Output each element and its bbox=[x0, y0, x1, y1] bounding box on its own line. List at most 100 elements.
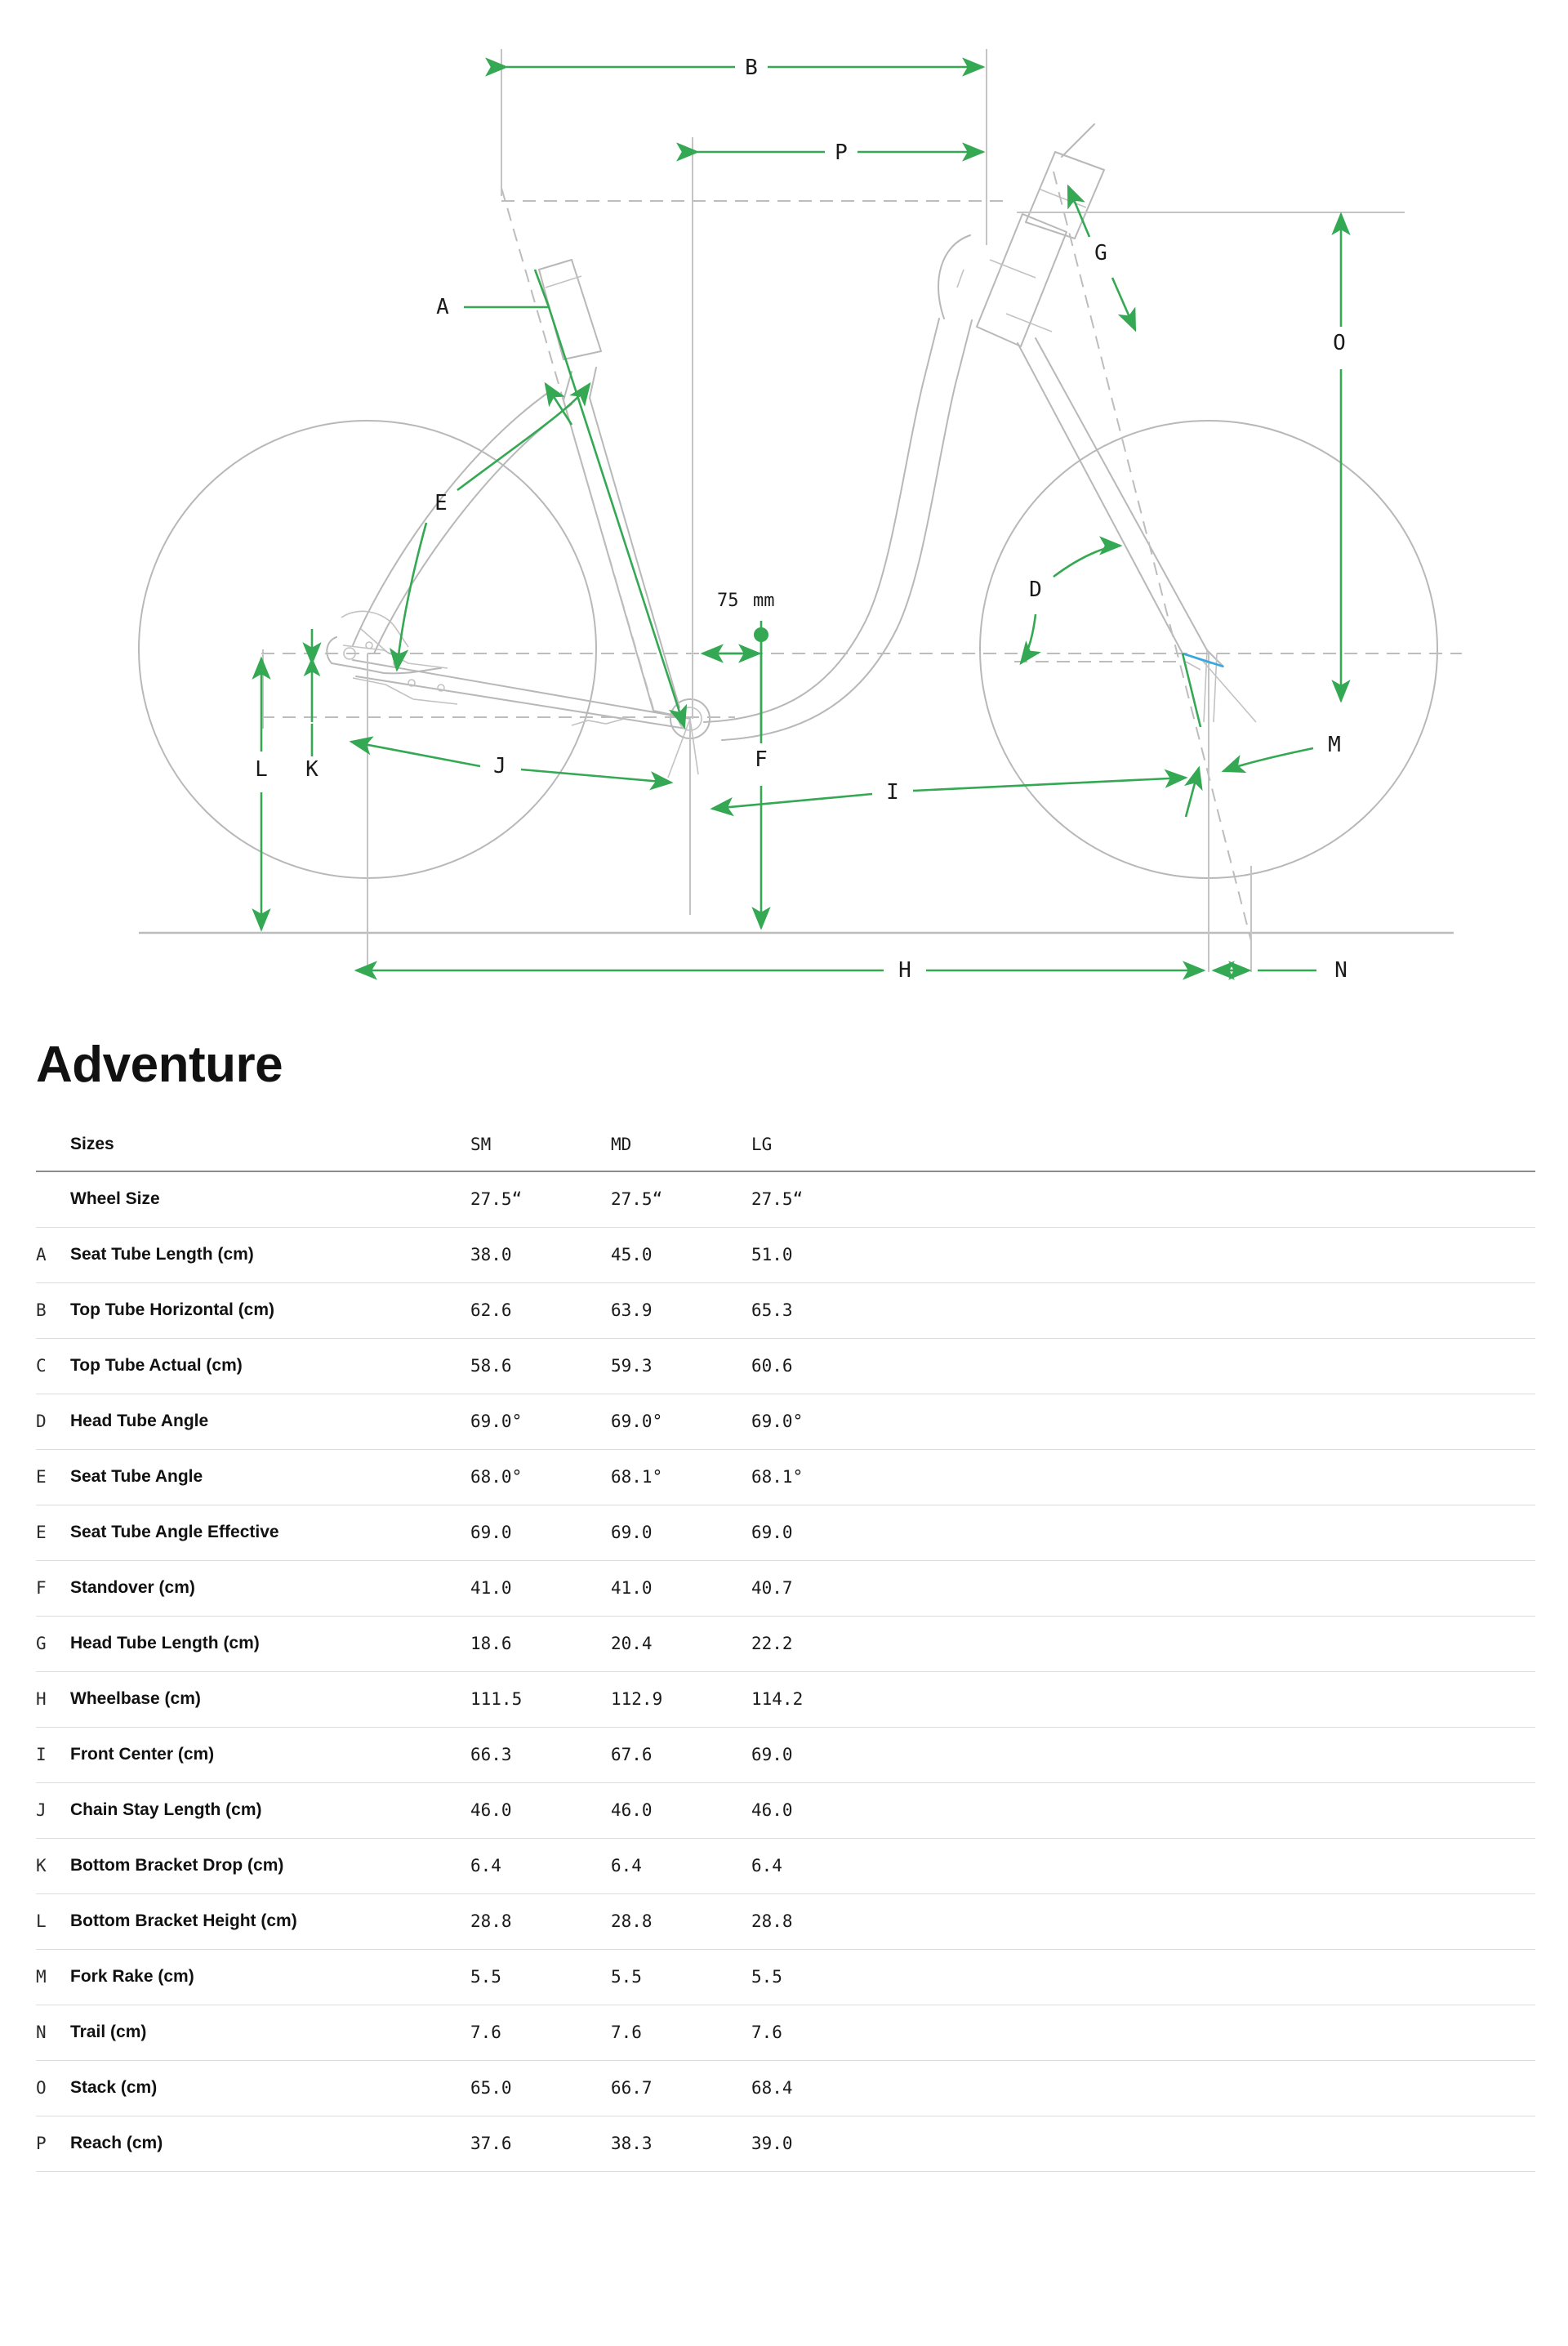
row-pad bbox=[892, 1282, 1535, 1338]
row-value-sm: 41.0 bbox=[470, 1578, 512, 1598]
geometry-spec-table: Sizes SM MD LG Wheel Size 27.5“ 27.5“ 27.5“… bbox=[36, 1126, 1535, 2172]
row-pad bbox=[892, 1338, 1535, 1394]
dimension-annotations: B P A E G O bbox=[252, 56, 1351, 983]
row-value-sm: 69.0 bbox=[470, 1523, 512, 1542]
row-letter: O bbox=[36, 2078, 47, 2098]
row-value-md: 41.0 bbox=[611, 1578, 653, 1598]
row-value-sm: 7.6 bbox=[470, 2023, 501, 2042]
callout-label-h: H bbox=[898, 958, 911, 983]
row-measure-name: Wheelbase (cm) bbox=[70, 1689, 201, 1708]
row-letter: C bbox=[36, 1356, 47, 1376]
row-letter: I bbox=[36, 1745, 47, 1764]
callout-label-a: A bbox=[436, 295, 449, 319]
callout-label-k: K bbox=[305, 757, 318, 782]
table-row: K Bottom Bracket Drop (cm) 6.4 6.4 6.4 bbox=[36, 1838, 1535, 1893]
row-value-sm: 27.5“ bbox=[470, 1189, 523, 1210]
row-measure-name: Front Center (cm) bbox=[70, 1745, 215, 1764]
row-value-md: 68.1° bbox=[611, 1467, 663, 1487]
dim-leader-j-left bbox=[349, 736, 481, 768]
row-measure-name: Reach (cm) bbox=[70, 2134, 163, 2152]
row-value-lg: 60.6 bbox=[751, 1356, 793, 1376]
header-letter-col bbox=[36, 1126, 70, 1171]
callout-label-d: D bbox=[1029, 578, 1042, 602]
dim-leader-j-right bbox=[520, 768, 674, 791]
row-value-sm: 18.6 bbox=[470, 1634, 512, 1653]
dim-leader-m-up bbox=[1183, 765, 1203, 818]
bb-offset-annotation: 75 mm bbox=[700, 591, 775, 735]
header-sizes: Sizes bbox=[70, 1134, 114, 1153]
row-measure-name: Bottom Bracket Height (cm) bbox=[70, 1911, 297, 1930]
table-row: P Reach (cm) 37.6 38.3 39.0 bbox=[36, 2116, 1535, 2171]
row-value-md: 112.9 bbox=[611, 1689, 663, 1709]
row-value-sm: 62.6 bbox=[470, 1300, 512, 1320]
row-value-md: 38.3 bbox=[611, 2134, 653, 2153]
dim-leader-m bbox=[1221, 747, 1314, 774]
row-value-lg: 7.6 bbox=[751, 2023, 782, 2042]
row-letter: E bbox=[36, 1467, 47, 1487]
row-letter: B bbox=[36, 1300, 47, 1320]
row-value-lg: 28.8 bbox=[751, 1911, 793, 1931]
dim-leader-e-up bbox=[457, 381, 591, 492]
row-measure-name: Seat Tube Angle Effective bbox=[70, 1523, 279, 1541]
row-measure-name: Wheel Size bbox=[70, 1189, 160, 1209]
callout-label-b: B bbox=[745, 56, 758, 80]
dim-leader-i-left bbox=[710, 792, 873, 817]
row-pad bbox=[892, 1727, 1535, 1782]
table-row: N Trail (cm) 7.6 7.6 7.6 bbox=[36, 2005, 1535, 2060]
row-value-md: 28.8 bbox=[611, 1911, 653, 1931]
row-letter bbox=[36, 1171, 70, 1227]
row-letter: J bbox=[36, 1800, 47, 1820]
row-letter: M bbox=[36, 1967, 47, 1987]
row-letter: E bbox=[36, 1523, 47, 1542]
row-letter: G bbox=[36, 1634, 47, 1653]
row-measure-name: Top Tube Horizontal (cm) bbox=[70, 1300, 275, 1319]
dim-leader-e-down bbox=[389, 522, 428, 672]
row-pad bbox=[892, 1782, 1535, 1838]
callout-label-n: N bbox=[1334, 958, 1348, 983]
row-value-md: 7.6 bbox=[611, 2023, 642, 2042]
callout-label-j: J bbox=[493, 754, 506, 778]
row-value-sm: 6.4 bbox=[470, 1856, 501, 1875]
row-value-sm: 111.5 bbox=[470, 1689, 523, 1709]
row-pad bbox=[892, 1560, 1535, 1616]
row-value-md: 63.9 bbox=[611, 1300, 653, 1320]
fork-rake-indicator bbox=[1182, 652, 1224, 668]
row-value-sm: 38.0 bbox=[470, 1245, 512, 1264]
row-value-md: 27.5“ bbox=[611, 1189, 663, 1210]
header-size-lg: LG bbox=[751, 1134, 773, 1154]
callout-label-o: O bbox=[1333, 331, 1346, 355]
table-row: O Stack (cm) 65.0 66.7 68.4 bbox=[36, 2060, 1535, 2116]
row-value-lg: 114.2 bbox=[751, 1689, 804, 1709]
fork-rake-green-leg bbox=[1181, 653, 1202, 728]
row-pad bbox=[892, 1171, 1535, 1227]
row-value-lg: 69.0 bbox=[751, 1523, 793, 1542]
row-measure-name: Trail (cm) bbox=[70, 2023, 147, 2041]
row-value-lg: 68.4 bbox=[751, 2078, 793, 2098]
row-pad bbox=[892, 2060, 1535, 2116]
dim-leader-a-stub bbox=[533, 269, 550, 308]
row-value-md: 45.0 bbox=[611, 1245, 653, 1264]
table-row: L Bottom Bracket Height (cm) 28.8 28.8 28.8 bbox=[36, 1893, 1535, 1949]
row-value-md: 5.5 bbox=[611, 1967, 642, 1987]
table-row: B Top Tube Horizontal (cm) 62.6 63.9 65.3 bbox=[36, 1282, 1535, 1338]
row-letter: F bbox=[36, 1578, 47, 1598]
row-measure-name: Bottom Bracket Drop (cm) bbox=[70, 1856, 284, 1875]
row-letter: K bbox=[36, 1856, 47, 1875]
table-row: Wheel Size 27.5“ 27.5“ 27.5“ bbox=[36, 1171, 1535, 1227]
row-letter: A bbox=[36, 1245, 47, 1264]
row-value-lg: 51.0 bbox=[751, 1245, 793, 1264]
header-pad-col bbox=[892, 1126, 1535, 1171]
table-row: M Fork Rake (cm) 5.5 5.5 5.5 bbox=[36, 1949, 1535, 2005]
table-row: E Seat Tube Angle Effective 69.0 69.0 69.0 bbox=[36, 1505, 1535, 1560]
row-pad bbox=[892, 1671, 1535, 1727]
row-value-md: 66.7 bbox=[611, 2078, 653, 2098]
construction-lines bbox=[139, 49, 1462, 972]
row-value-lg: 46.0 bbox=[751, 1800, 793, 1820]
bb-offset-value: 75 bbox=[717, 591, 739, 611]
row-value-lg: 65.3 bbox=[751, 1300, 793, 1320]
row-value-lg: 69.0 bbox=[751, 1745, 793, 1764]
row-value-lg: 27.5“ bbox=[751, 1189, 804, 1210]
head-tube-axis bbox=[1053, 171, 1252, 942]
callout-label-l: L bbox=[255, 757, 268, 782]
